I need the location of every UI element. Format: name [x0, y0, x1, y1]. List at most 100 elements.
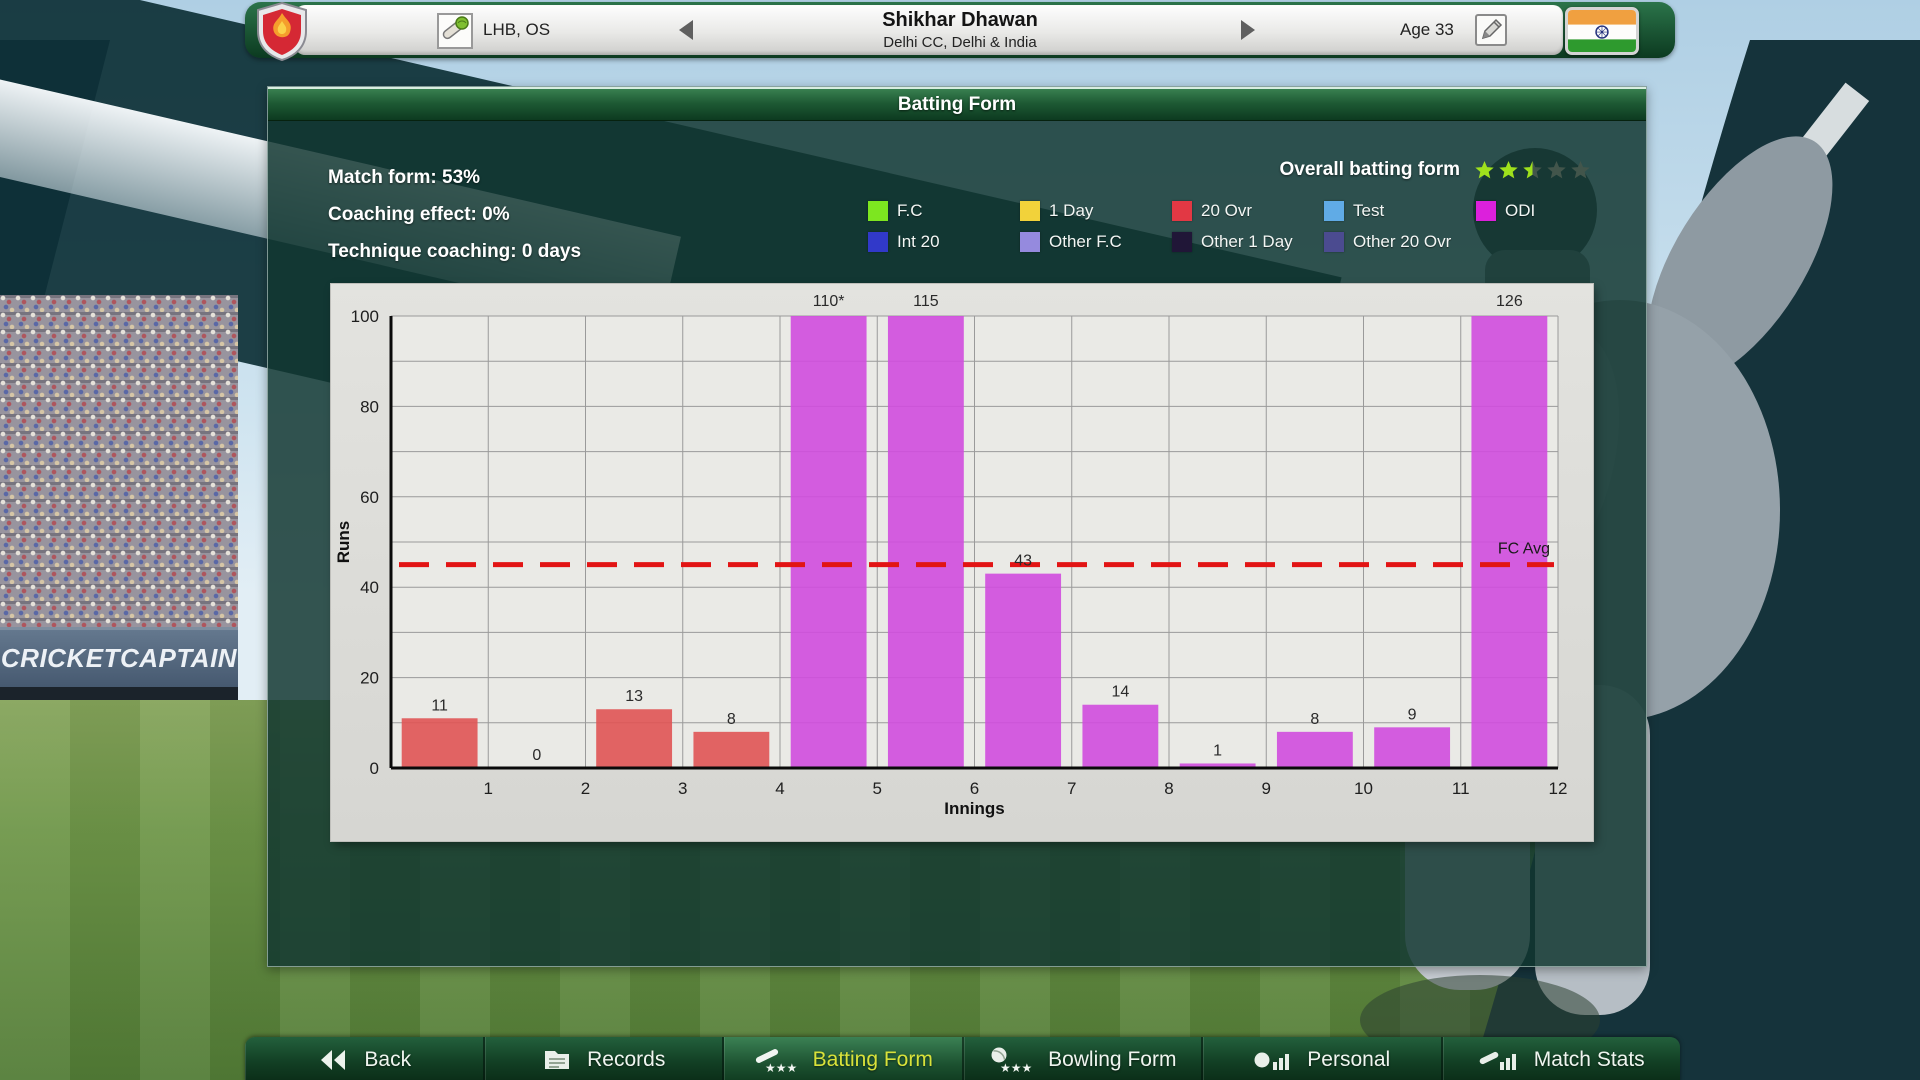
nav-personal-button[interactable]: Personal — [1203, 1037, 1443, 1080]
legend-item-other-20-ovr: Other 20 Ovr — [1324, 230, 1476, 254]
svg-text:20: 20 — [360, 669, 379, 688]
svg-text:60: 60 — [360, 488, 379, 507]
bowling-form-icon: ★★★ — [988, 1046, 1034, 1074]
svg-text:0: 0 — [370, 759, 379, 778]
legend-swatch — [1172, 232, 1192, 252]
svg-text:★★★: ★★★ — [1000, 1061, 1032, 1074]
star-icon — [1523, 161, 1542, 179]
nav-match-stats-button[interactable]: Match Stats — [1443, 1037, 1681, 1080]
nav-back-button[interactable]: Back — [245, 1037, 485, 1080]
club-crest-icon — [251, 1, 313, 62]
svg-text:Innings: Innings — [944, 799, 1004, 818]
legend-item-20-ovr: 20 Ovr — [1172, 199, 1324, 223]
svg-text:126: 126 — [1496, 293, 1523, 310]
previous-player-arrow[interactable] — [673, 17, 699, 43]
legend-label: F.C — [897, 201, 923, 220]
svg-text:9: 9 — [1262, 779, 1271, 798]
player-header: LHB, OS Shikhar Dhawan Delhi CC, Delhi &… — [245, 1, 1675, 62]
legend-item-other-1-day: Other 1 Day — [1172, 230, 1324, 254]
legend-swatch — [1324, 232, 1344, 252]
svg-text:13: 13 — [625, 688, 643, 705]
batting-style-label: LHB, OS — [483, 20, 551, 39]
svg-text:14: 14 — [1111, 684, 1129, 701]
svg-text:11: 11 — [431, 697, 448, 714]
svg-text:12: 12 — [1549, 779, 1568, 798]
star-icon — [1547, 161, 1566, 179]
stadium-crowd — [0, 295, 238, 627]
player-team: Delhi CC, Delhi & India — [883, 34, 1037, 51]
batting-style-icon — [437, 13, 473, 49]
svg-text:6: 6 — [970, 779, 979, 798]
legend-item-1-day: 1 Day — [1020, 199, 1172, 223]
svg-text:80: 80 — [360, 397, 379, 416]
stadium-banner-text: CRICKETCAPTAIN — [0, 643, 238, 673]
legend-swatch — [1324, 201, 1344, 221]
svg-text:8: 8 — [727, 711, 736, 728]
svg-text:8: 8 — [1164, 779, 1173, 798]
svg-text:7: 7 — [1067, 779, 1076, 798]
overall-batting-form-label: Overall batting form — [1279, 159, 1460, 180]
nav-bowling-form-label: Bowling Form — [1048, 1048, 1177, 1071]
star-icon — [1571, 161, 1590, 179]
svg-text:FC Avg: FC Avg — [1498, 541, 1550, 558]
nav-bowling-form-button[interactable]: ★★★ Bowling Form — [964, 1037, 1203, 1080]
panel-title: Batting Form — [897, 93, 1017, 115]
star-rating — [1474, 160, 1591, 180]
match-form-label: Match form: 53% — [328, 167, 481, 188]
nav-records-button[interactable]: Records — [485, 1037, 724, 1080]
stadium-banner: CRICKETCAPTAIN — [0, 627, 238, 687]
legend-label: Int 20 — [897, 232, 940, 251]
svg-text:100: 100 — [351, 307, 379, 326]
legend-item-odi: ODI — [1476, 199, 1628, 223]
batting-form-panel: Batting Form Match form: 53% Coaching ef… — [267, 86, 1647, 967]
back-icon — [316, 1047, 350, 1073]
technique-coaching-label: Technique coaching: 0 days — [328, 241, 582, 262]
next-player-arrow[interactable] — [1235, 17, 1261, 43]
svg-text:110*: 110* — [813, 293, 845, 310]
india-flag-icon[interactable] — [1565, 7, 1639, 55]
svg-text:3: 3 — [678, 779, 687, 798]
player-title: Shikhar Dhawan Delhi CC, Delhi & India — [750, 8, 1170, 53]
legend-label: 1 Day — [1049, 201, 1094, 220]
legend-swatch — [868, 201, 888, 221]
legend-swatch — [1020, 201, 1040, 221]
svg-text:5: 5 — [873, 779, 882, 798]
nav-records-label: Records — [587, 1048, 666, 1071]
legend-label: 20 Ovr — [1201, 201, 1253, 220]
bottom-navbar: Back Records ★★★ Batting Form ★★★ Bowlin… — [245, 1037, 1680, 1080]
panel-titlebar: Batting Form — [268, 87, 1646, 121]
legend-swatch — [1476, 201, 1496, 221]
star-icon — [1499, 161, 1518, 179]
svg-text:2: 2 — [581, 779, 590, 798]
records-icon — [541, 1047, 573, 1073]
legend-label: ODI — [1505, 201, 1536, 220]
legend-item-int-20: Int 20 — [868, 230, 1020, 254]
player-age: Age 33 — [1400, 20, 1454, 39]
nav-personal-label: Personal — [1307, 1048, 1391, 1071]
batting-form-chart: FC Avg 11 0 13 8 110* 115 43 14 1 8 9 126 0 20 40 60 80 10… — [331, 284, 1593, 841]
legend-swatch — [1172, 201, 1192, 221]
legend-item-f-c: F.C — [868, 199, 1020, 223]
batting-form-icon: ★★★ — [753, 1046, 799, 1074]
svg-text:40: 40 — [360, 578, 379, 597]
legend-label: Test — [1353, 201, 1385, 220]
svg-text:8: 8 — [1310, 711, 1319, 728]
edit-player-icon[interactable] — [1475, 14, 1507, 46]
coaching-effect-label: Coaching effect: 0% — [328, 204, 510, 225]
nav-batting-form-button[interactable]: ★★★ Batting Form — [724, 1037, 964, 1080]
match-type-legend: F.C 1 Day 20 Ovr Test ODI Int 20 Other F.C Othe… — [868, 199, 1628, 254]
svg-text:★★★: ★★★ — [765, 1061, 797, 1074]
overall-batting-form: Overall batting form — [1279, 159, 1591, 181]
legend-label: Other 1 Day — [1201, 232, 1293, 251]
nav-back-label: Back — [364, 1048, 412, 1071]
nav-match-stats-label: Match Stats — [1533, 1048, 1645, 1071]
legend-item-other-f-c: Other F.C — [1020, 230, 1172, 254]
match-stats-icon — [1478, 1047, 1520, 1073]
legend-item-test: Test — [1324, 199, 1476, 223]
player-name: Shikhar Dhawan — [882, 9, 1038, 31]
legend-swatch — [1020, 232, 1040, 252]
svg-text:Runs: Runs — [334, 521, 353, 564]
legend-swatch — [868, 232, 888, 252]
